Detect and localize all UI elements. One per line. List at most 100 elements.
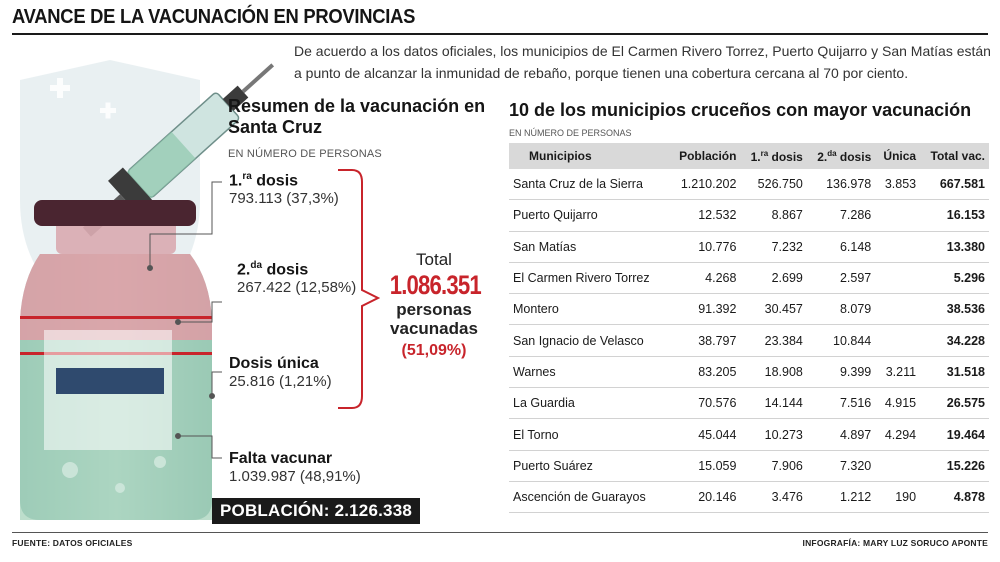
- cell-unica: [875, 199, 921, 232]
- total-value: 1.086.351: [389, 270, 482, 300]
- col-dosis-2: 2.da dosis: [806, 143, 876, 169]
- cell-total: 667.581: [920, 169, 989, 201]
- col-dosis-1: 1.ra dosis: [740, 143, 807, 169]
- cell-d1: 2.699: [740, 262, 807, 295]
- cell-d1: 10.273: [740, 418, 807, 451]
- cell-unica: [875, 324, 921, 357]
- population-badge: POBLACIÓN: 2.126.338: [212, 498, 420, 524]
- cell-d1: 3.476: [740, 481, 807, 514]
- cell-total: 31.518: [920, 356, 989, 389]
- cell-unica: [875, 231, 921, 263]
- cell-poblacion: 20.146: [668, 481, 741, 514]
- table-row: Puerto Quijarro 12.532 8.867 7.286 16.153: [509, 199, 989, 232]
- dose-2-value: 267.422 (12,58%): [237, 279, 357, 297]
- total-text-vacunadas: vacunadas: [390, 319, 478, 338]
- cell-d2: 4.897: [806, 418, 876, 451]
- total-text-personas: personas: [396, 300, 472, 319]
- footer-source: FUENTE: DATOS OFICIALES: [12, 538, 133, 548]
- cell-d1: 8.867: [740, 199, 807, 232]
- cell-d2: 6.148: [806, 231, 876, 263]
- dose-unica-label: Dosis única: [229, 355, 319, 372]
- cell-municipio: Warnes: [509, 356, 669, 389]
- table-row: El Torno 45.044 10.273 4.897 4.294 19.464: [509, 418, 989, 451]
- cell-d1: 18.908: [740, 356, 807, 389]
- dose-2: 2.da dosis 267.422 (12,58%): [237, 260, 356, 296]
- cell-d1: 23.384: [740, 324, 807, 357]
- cell-total: 38.536: [920, 293, 989, 326]
- footer-credit: INFOGRAFÍA: MARY LUZ SORUCO APONTE: [802, 538, 988, 548]
- cell-poblacion: 15.059: [668, 450, 741, 482]
- intro-text: De acuerdo a los datos oficiales, los mu…: [294, 43, 991, 81]
- col-unica: Única: [875, 143, 921, 169]
- cell-d1: 14.144: [740, 387, 807, 420]
- cell-poblacion: 38.797: [668, 324, 741, 357]
- cell-municipio: Ascención de Guarayos: [509, 481, 669, 514]
- cell-unica: 3.853: [875, 169, 921, 201]
- table-row: Warnes 83.205 18.908 9.399 3.211 31.518: [509, 356, 989, 389]
- cell-d2: 8.079: [806, 293, 876, 326]
- cell-d1: 526.750: [740, 169, 807, 201]
- total-label: Total: [416, 250, 452, 269]
- cell-poblacion: 45.044: [668, 418, 741, 451]
- cell-poblacion: 4.268: [668, 262, 741, 295]
- summary-subtitle: EN NÚMERO DE PERSONAS: [228, 148, 382, 160]
- cell-poblacion: 91.392: [668, 293, 741, 326]
- cell-unica: 4.915: [875, 387, 921, 420]
- cell-total: 13.380: [920, 231, 989, 263]
- cell-municipio: El Torno: [509, 418, 669, 451]
- cell-total: 19.464: [920, 418, 989, 451]
- page-title: AVANCE DE LA VACUNACIÓN EN PROVINCIAS: [12, 6, 416, 28]
- col-poblacion: Población: [668, 143, 741, 169]
- cell-total: 34.228: [920, 324, 989, 357]
- cell-unica: [875, 293, 921, 326]
- table-title: 10 de los municipios cruceños con mayor …: [509, 100, 972, 120]
- cell-total: 15.226: [920, 450, 989, 482]
- cell-poblacion: 10.776: [668, 231, 741, 263]
- table-subtitle: EN NÚMERO DE PERSONAS: [509, 128, 632, 138]
- cell-unica: [875, 450, 921, 482]
- cell-municipio: Montero: [509, 293, 669, 326]
- falta-vacunar-label: Falta vacunar: [229, 450, 333, 467]
- cell-d1: 7.232: [740, 231, 807, 263]
- municipios-table: Municipios Población 1.ra dosis 2.da dos…: [509, 143, 989, 514]
- cell-poblacion: 70.576: [668, 387, 741, 420]
- cell-unica: [875, 262, 921, 295]
- dose-1-label: 1.ra dosis: [229, 171, 299, 190]
- vaccine-vial-illustration: [20, 60, 380, 520]
- cell-municipio: Puerto Suárez: [509, 450, 669, 482]
- dose-1-value: 793.113 (37,3%): [229, 190, 339, 208]
- cell-d2: 2.597: [806, 262, 876, 295]
- table-row: La Guardia 70.576 14.144 7.516 4.915 26.575: [509, 387, 989, 420]
- table-row: San Matías 10.776 7.232 6.148 13.380: [509, 231, 989, 263]
- cell-d1: 30.457: [740, 293, 807, 326]
- table-row: San Ignacio de Velasco 38.797 23.384 10.844…: [509, 324, 989, 357]
- cell-d2: 1.212: [806, 481, 876, 514]
- table-row: Puerto Suárez 15.059 7.906 7.320 15.226: [509, 450, 989, 482]
- cell-total: 16.153: [920, 199, 989, 232]
- dose-unica-value: 25.816 (1,21%): [229, 373, 332, 390]
- cell-poblacion: 83.205: [668, 356, 741, 389]
- cell-d2: 7.516: [806, 387, 876, 420]
- cell-d2: 136.978: [806, 169, 876, 201]
- cell-poblacion: 12.532: [668, 199, 741, 232]
- title-divider: [12, 33, 988, 35]
- total-bracket: [338, 169, 380, 409]
- cell-unica: 190: [875, 481, 921, 514]
- plus-icon: [50, 78, 116, 119]
- cell-unica: 3.211: [875, 356, 921, 389]
- col-municipios: Municipios: [509, 143, 669, 169]
- cell-total: 5.296: [920, 262, 989, 295]
- cell-unica: 4.294: [875, 418, 921, 451]
- cell-d2: 7.286: [806, 199, 876, 232]
- cell-municipio: San Matías: [509, 231, 669, 263]
- cell-total: 26.575: [920, 387, 989, 420]
- cell-total: 4.878: [920, 481, 989, 514]
- col-total: Total vac.: [920, 143, 989, 169]
- cell-poblacion: 1.210.202: [668, 169, 741, 201]
- dose-1: 1.ra dosis 793.113 (37,3%): [229, 171, 339, 207]
- dose-unica: Dosis única 25.816 (1,21%): [229, 355, 332, 390]
- footer-divider: [12, 532, 988, 533]
- cell-d1: 7.906: [740, 450, 807, 482]
- cell-municipio: La Guardia: [509, 387, 669, 420]
- falta-vacunar: Falta vacunar 1.039.987 (48,91%): [229, 450, 361, 485]
